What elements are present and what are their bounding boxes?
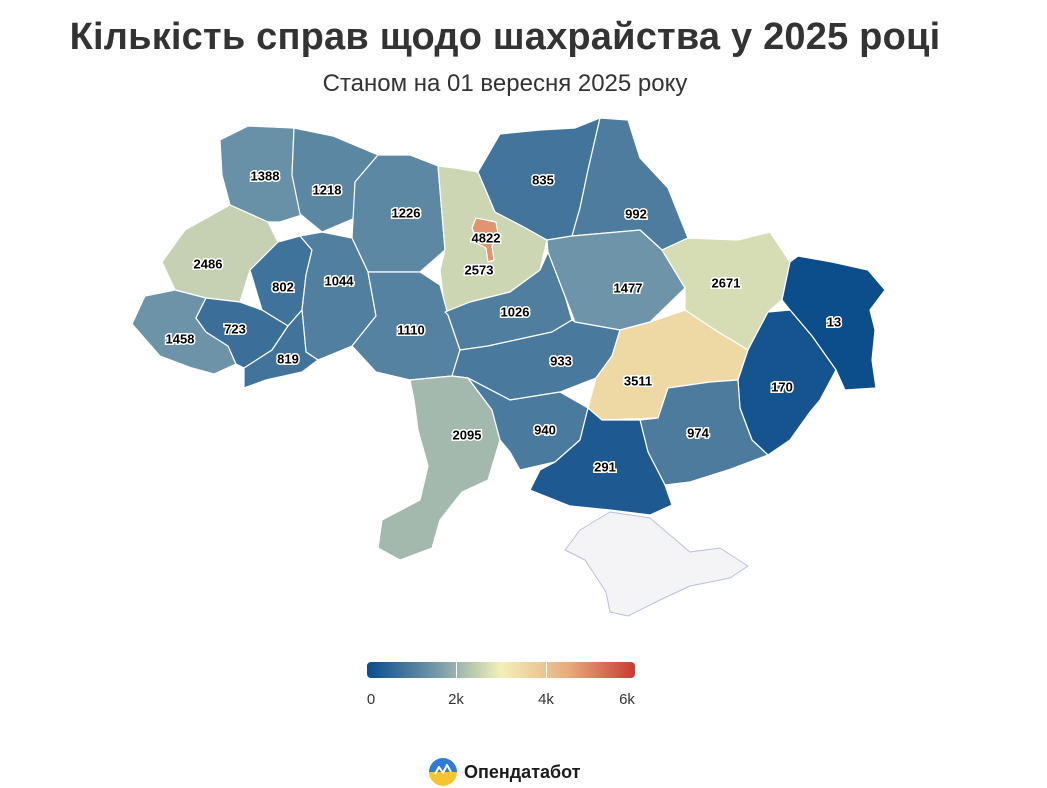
region-luhansk[interactable] bbox=[781, 255, 886, 391]
value-label-ternopil: 802 bbox=[272, 279, 294, 294]
value-label-lviv: 2486 bbox=[194, 256, 223, 271]
value-label-zaporizhzhia: 974 bbox=[687, 425, 709, 440]
value-label-donetsk: 170 bbox=[771, 379, 793, 394]
value-label-rivne: 1218 bbox=[313, 182, 342, 197]
value-label-mykolaiv: 940 bbox=[534, 422, 556, 437]
value-label-kyiv-city: 4822 bbox=[472, 230, 501, 245]
region-volyn[interactable] bbox=[219, 125, 303, 223]
value-label-ivano-frankivsk: 723 bbox=[224, 321, 246, 336]
value-label-chernivtsi: 819 bbox=[277, 351, 299, 366]
region-kharkiv[interactable] bbox=[661, 231, 791, 351]
value-label-cherkasy: 1026 bbox=[501, 304, 530, 319]
value-label-kyiv-oblast: 2573 bbox=[465, 262, 494, 277]
region-kherson[interactable] bbox=[529, 407, 673, 516]
value-label-kharkiv: 2671 bbox=[712, 275, 741, 290]
region-crimea[interactable] bbox=[564, 511, 749, 617]
value-label-volyn: 1388 bbox=[251, 168, 280, 183]
scale-separator bbox=[546, 662, 547, 678]
brand-name: Опендатабот bbox=[464, 761, 581, 782]
region-value-labels: 1388 1218 1226 4822 2573 835 992 2486 80… bbox=[164, 167, 843, 476]
value-label-sumy: 992 bbox=[625, 206, 647, 221]
region-cherkasy[interactable] bbox=[444, 251, 573, 351]
scale-tick-label: 2k bbox=[448, 691, 464, 708]
scale-tick-label: 0 bbox=[366, 691, 376, 708]
brand-logo[interactable]: Опендатабот bbox=[428, 756, 581, 788]
scale-separator bbox=[456, 662, 457, 678]
value-label-zhytomyr: 1226 bbox=[392, 205, 421, 220]
page-title: Кількість справ щодо шахрайства у 2025 р… bbox=[69, 16, 941, 58]
opendatabot-logo-icon bbox=[429, 758, 457, 786]
region-chernivtsi[interactable] bbox=[243, 309, 319, 389]
value-label-dnipropetrovsk: 3511 bbox=[624, 373, 652, 388]
region-kyiv-city[interactable] bbox=[471, 217, 499, 263]
scale-tick-label: 6k bbox=[619, 691, 635, 708]
page-subtitle: Станом на 01 вересня 2025 року bbox=[322, 70, 688, 97]
region-khmelnytskyi[interactable] bbox=[299, 231, 377, 361]
value-label-luhansk: 13 bbox=[827, 314, 841, 329]
value-label-vinnytsia: 1110 bbox=[397, 322, 425, 337]
value-label-poltava: 1477 bbox=[614, 280, 643, 295]
color-scale-bar bbox=[367, 662, 635, 678]
region-odesa[interactable] bbox=[377, 375, 501, 561]
value-label-chernihiv: 835 bbox=[532, 172, 554, 187]
value-label-khmelnytskyi: 1044 bbox=[325, 273, 355, 288]
value-label-kirovohrad: 933 bbox=[550, 353, 572, 368]
value-label-zakarpattia: 1458 bbox=[166, 331, 195, 346]
value-label-odesa: 2095 bbox=[453, 427, 482, 442]
scale-tick-label: 4k bbox=[538, 691, 554, 708]
value-label-kherson: 291 bbox=[594, 459, 616, 474]
